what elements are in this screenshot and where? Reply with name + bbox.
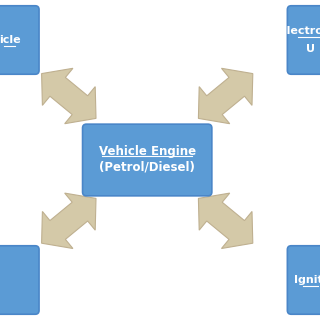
Text: Vehicle Engine: Vehicle Engine [99, 145, 196, 157]
FancyBboxPatch shape [0, 6, 39, 74]
Text: Electronic: Electronic [279, 26, 320, 36]
Polygon shape [198, 68, 253, 124]
FancyBboxPatch shape [287, 6, 320, 74]
Text: icle: icle [0, 35, 20, 45]
Text: Igniti: Igniti [294, 275, 320, 285]
FancyBboxPatch shape [287, 246, 320, 314]
Polygon shape [42, 68, 96, 124]
FancyBboxPatch shape [83, 124, 212, 196]
FancyBboxPatch shape [0, 246, 39, 314]
Polygon shape [42, 193, 96, 249]
Text: (Petrol/Diesel): (Petrol/Diesel) [99, 161, 195, 173]
Polygon shape [198, 193, 253, 249]
Text: U: U [306, 44, 315, 54]
